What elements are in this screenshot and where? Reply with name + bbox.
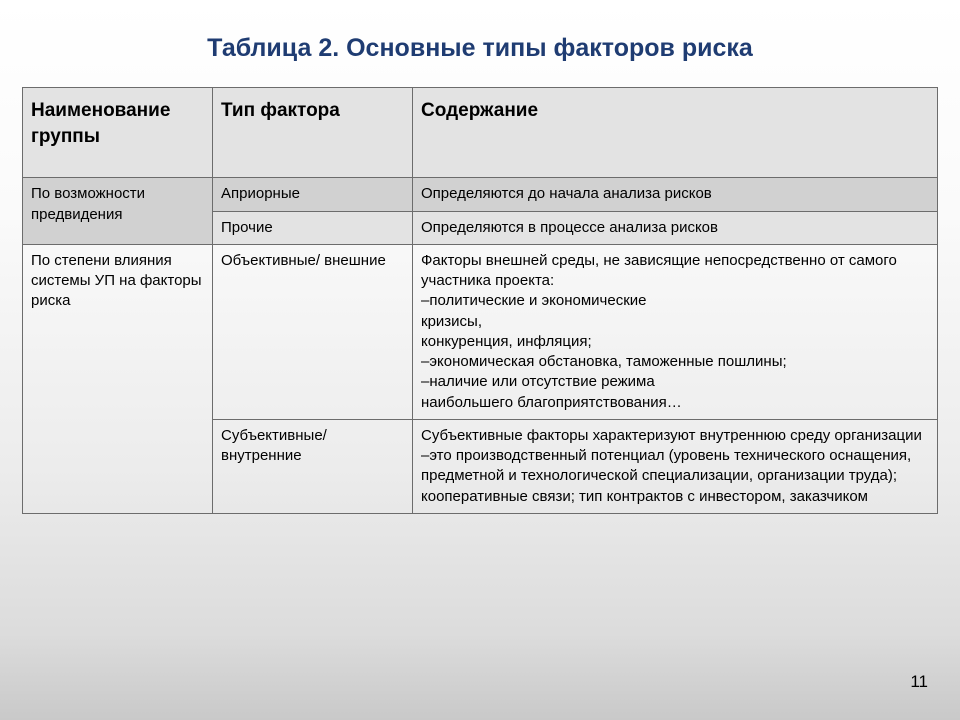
slide: Таблица 2. Основные типы факторов риска … xyxy=(0,0,960,514)
table-row: По возможности предвидения Априорные Опр… xyxy=(23,178,938,211)
cell-content: Факторы внешней среды, не зависящие непо… xyxy=(413,244,938,419)
cell-factor: Априорные xyxy=(213,178,413,211)
table-title: Таблица 2. Основные типы факторов риска xyxy=(22,34,938,63)
table-row: По степени влияния системы УП на факторы… xyxy=(23,244,938,419)
risk-factors-table: Наименование группы Тип фактора Содержан… xyxy=(22,87,938,514)
table-body: По возможности предвидения Априорные Опр… xyxy=(23,178,938,514)
page-number: 11 xyxy=(910,672,928,692)
cell-content: Определяются в процессе анализа рисков xyxy=(413,211,938,244)
col-header-factor: Тип фактора xyxy=(213,88,413,178)
cell-factor: Субъективные/ внутренние xyxy=(213,419,413,513)
cell-content: Определяются до начала анализа рисков xyxy=(413,178,938,211)
cell-group: По возможности предвидения xyxy=(23,178,213,245)
cell-factor: Объективные/ внешние xyxy=(213,244,413,419)
cell-content: Субъективные факторы характеризуют внутр… xyxy=(413,419,938,513)
col-header-content: Содержание xyxy=(413,88,938,178)
cell-factor: Прочие xyxy=(213,211,413,244)
cell-group: По степени влияния системы УП на факторы… xyxy=(23,244,213,513)
table-header-row: Наименование группы Тип фактора Содержан… xyxy=(23,88,938,178)
col-header-group: Наименование группы xyxy=(23,88,213,178)
